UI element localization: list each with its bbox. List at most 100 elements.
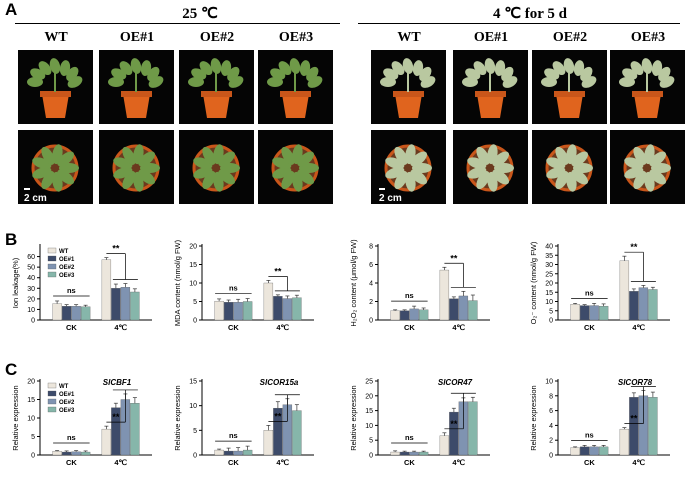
bar bbox=[458, 295, 469, 321]
bar bbox=[120, 287, 131, 321]
y-tick-label: 20 bbox=[27, 379, 35, 386]
y-tick-label: 10 bbox=[27, 416, 35, 423]
significance-label: ** bbox=[450, 253, 458, 263]
y-tick-label: 30 bbox=[545, 262, 553, 269]
bar bbox=[648, 397, 658, 456]
bar bbox=[52, 451, 62, 456]
scale-bar bbox=[379, 188, 385, 190]
legend-label: OE#2 bbox=[59, 265, 75, 271]
y-tick-label: 6 bbox=[369, 262, 373, 269]
bar bbox=[130, 403, 140, 456]
bar bbox=[282, 298, 293, 321]
bar bbox=[214, 300, 224, 321]
bar bbox=[579, 305, 590, 321]
x-tick-label: 4℃ bbox=[114, 323, 127, 332]
bar bbox=[629, 291, 639, 321]
x-tick-label: CK bbox=[404, 323, 415, 332]
bar bbox=[409, 451, 419, 456]
y-tick-label: 10 bbox=[189, 281, 197, 288]
bar bbox=[242, 449, 253, 456]
bar bbox=[214, 449, 224, 456]
plant-side-view-photo bbox=[258, 50, 333, 124]
bar bbox=[399, 310, 410, 321]
condition-25c-rule bbox=[15, 23, 340, 24]
bar bbox=[292, 297, 302, 321]
bar bbox=[449, 298, 459, 321]
y-tick-label: 0 bbox=[369, 453, 373, 460]
y-tick-label: 10 bbox=[545, 299, 553, 306]
bar bbox=[111, 288, 121, 321]
bar bbox=[570, 447, 580, 456]
y-axis-label: Ion leakage(%) bbox=[11, 257, 20, 308]
y-tick-label: 5 bbox=[193, 299, 197, 306]
bar bbox=[61, 306, 72, 321]
x-tick-label: 4℃ bbox=[452, 458, 465, 467]
y-tick-label: 0 bbox=[193, 453, 197, 460]
bar bbox=[80, 306, 91, 321]
y-axis-label: Relative expression bbox=[11, 385, 20, 450]
significance-label: ns bbox=[229, 431, 238, 440]
legend-swatch bbox=[47, 390, 57, 397]
bar bbox=[61, 451, 72, 456]
significance-label: ** bbox=[630, 242, 638, 252]
bar bbox=[579, 446, 590, 456]
significance-label: ** bbox=[112, 244, 120, 254]
bar bbox=[619, 428, 630, 456]
plant-side-view-photo bbox=[453, 50, 528, 124]
x-tick-label: CK bbox=[584, 323, 595, 332]
y-tick-label: 40 bbox=[27, 275, 35, 282]
bar bbox=[233, 450, 243, 456]
y-tick-label: 25 bbox=[365, 379, 373, 386]
bar bbox=[598, 446, 609, 456]
significance-label: ns bbox=[585, 288, 594, 297]
x-tick-label: 4℃ bbox=[632, 458, 645, 467]
x-tick-label: CK bbox=[66, 458, 77, 467]
plant-top-view-photo bbox=[258, 130, 333, 204]
bar bbox=[263, 282, 274, 321]
legend-swatch bbox=[47, 271, 57, 278]
y-axis-label: MDA content (nmol/g FW) bbox=[173, 239, 182, 326]
y-tick-label: 20 bbox=[27, 296, 35, 303]
bar bbox=[130, 291, 140, 321]
significance-label: ns bbox=[585, 430, 594, 439]
y-axis-label: Relative expression bbox=[173, 385, 182, 450]
legend-swatch bbox=[47, 255, 57, 262]
y-tick-label: 20 bbox=[365, 393, 373, 400]
bar bbox=[589, 305, 599, 321]
bar bbox=[273, 296, 283, 321]
genotype-label-wt: WT bbox=[44, 30, 68, 45]
y-tick-label: 2 bbox=[549, 438, 553, 445]
x-tick-label: 4℃ bbox=[632, 323, 645, 332]
bar bbox=[570, 304, 580, 321]
significance-label: ** bbox=[112, 412, 120, 422]
bar bbox=[439, 435, 450, 456]
legend-label: OE#3 bbox=[59, 408, 75, 414]
y-tick-label: 15 bbox=[189, 379, 197, 386]
gene-title: SlCOR47 bbox=[438, 378, 473, 387]
legend-swatch bbox=[47, 382, 57, 389]
panel-c-letter: C bbox=[5, 360, 18, 379]
condition-25c-label: 25 ℃ bbox=[182, 6, 218, 22]
plant-top-view-photo bbox=[18, 130, 93, 204]
y-tick-label: 15 bbox=[189, 262, 197, 269]
y-tick-label: 25 bbox=[545, 271, 553, 278]
y-tick-label: 60 bbox=[27, 254, 35, 261]
x-tick-label: CK bbox=[404, 458, 415, 467]
genotype-label-oe1: OE#1 bbox=[473, 30, 509, 45]
x-tick-label: CK bbox=[584, 458, 595, 467]
legend-swatch bbox=[47, 398, 57, 405]
scale-label: 2 cm bbox=[379, 193, 402, 204]
y-tick-label: 0 bbox=[549, 318, 553, 325]
x-tick-label: 4℃ bbox=[276, 323, 289, 332]
plant-side-view-photo bbox=[99, 50, 174, 124]
bar bbox=[292, 410, 302, 456]
bar bbox=[468, 300, 478, 321]
bar bbox=[223, 450, 234, 456]
y-tick-label: 0 bbox=[193, 318, 197, 325]
significance-label: ns bbox=[67, 433, 76, 442]
plant-top-view-photo bbox=[99, 130, 174, 204]
legend-swatch bbox=[47, 247, 57, 254]
bar bbox=[390, 451, 400, 456]
bar bbox=[71, 451, 81, 456]
bar bbox=[101, 259, 112, 321]
